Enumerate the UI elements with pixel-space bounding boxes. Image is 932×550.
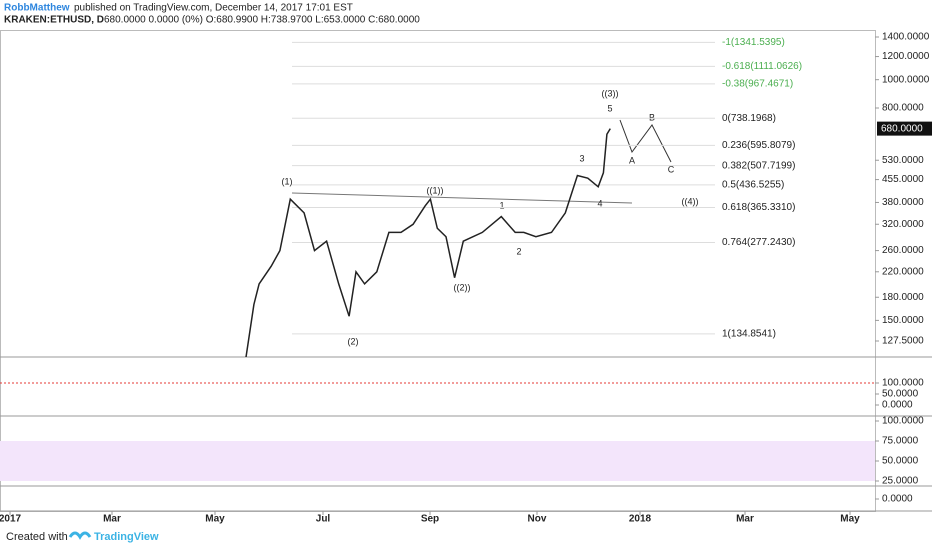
price-line [245,128,611,357]
x-tick-label: 2017 [0,514,22,525]
fib-label: -1(1341.5395) [722,37,785,48]
last-price-tag [877,121,932,136]
logo [68,531,92,540]
y-tick-label: 260.0000 [882,245,924,256]
fib-label: 0.236(595.8079) [722,140,795,151]
price-pane [245,128,611,357]
rsi-band [0,441,875,481]
wave-label: C [668,164,675,174]
y-tick-label: 150.0000 [882,315,924,326]
wave-label: (1) [282,176,293,186]
y-tick-label: 530.0000 [882,155,924,166]
y-tick-label: 127.5000 [882,336,924,347]
fib-label: 0(738.1968) [722,113,776,124]
quote: 680.0000 0.0000 (0%) O:680.9900 H:738.97… [104,15,420,26]
y-tick-label: 1200.0000 [882,51,930,62]
wave-label: ((4)) [682,196,699,206]
footer-brand[interactable]: TradingView [94,531,159,543]
wave-label: ((1)) [427,185,444,195]
y-tick-label: 0.0000 [882,400,913,411]
wave-label: (2) [348,336,359,346]
x-tick-label: Mar [103,514,121,525]
y-tick-label: 100.0000 [882,378,924,389]
trendline [291,192,633,204]
y-tick-label: 25.0000 [882,476,919,487]
x-tick-label: May [840,514,860,525]
y-tick-label: 100.0000 [882,416,924,427]
y-tick-label: 75.0000 [882,436,919,447]
author[interactable]: RobbMatthew [4,3,70,14]
y-tick-label: 1000.0000 [882,74,930,85]
y-tick-label: 380.0000 [882,197,924,208]
y-tick-label: 50.0000 [882,456,919,467]
wave-label: ((2)) [454,282,471,292]
y-tick-label: 320.0000 [882,219,924,230]
wave-label: 1 [499,200,504,210]
x-tick-label: 2018 [629,514,652,525]
fib-label: -0.38(967.4671) [722,79,793,90]
fib-label: 1(134.8541) [722,329,776,340]
x-tick-label: May [205,514,225,525]
wave-label: A [629,155,635,165]
y-tick-label: 1400.0000 [882,32,930,43]
wave-label: 4 [597,198,602,208]
x-tick-label: Nov [528,514,547,525]
x-tick-label: Sep [421,514,439,525]
wave-label: 5 [607,103,612,113]
y-tick-label: 0.0000 [882,494,913,505]
fib-label: 0.5(436.5255) [722,179,784,190]
chart-frame [0,30,876,512]
x-tick-label: Jul [316,514,331,525]
y-tick-label: 455.0000 [882,174,924,185]
last-price-label: 680.0000 [881,123,923,134]
wave-label: ((3)) [602,88,619,98]
y-tick-label: 50.0000 [882,389,919,400]
wave-label: B [649,112,655,122]
y-tick-label: 220.0000 [882,266,924,277]
x-tick-label: Mar [736,514,754,525]
footer-created: Created with [6,531,68,543]
fib-label: -0.618(1111.0626) [722,61,802,72]
fib-label: 0.764(277.2430) [722,237,795,248]
published: published on TradingView.com, December 1… [74,3,353,14]
fib-label: 0.382(507.7199) [722,160,795,171]
y-tick-label: 180.0000 [882,292,924,303]
symbol: KRAKEN:ETHUSD, D [4,15,104,26]
projection [619,119,672,163]
wave-label: 3 [579,153,584,163]
y-tick-label: 800.0000 [882,103,924,114]
wave-label: 2 [516,246,521,256]
fib-label: 0.618(365.3310) [722,202,795,213]
